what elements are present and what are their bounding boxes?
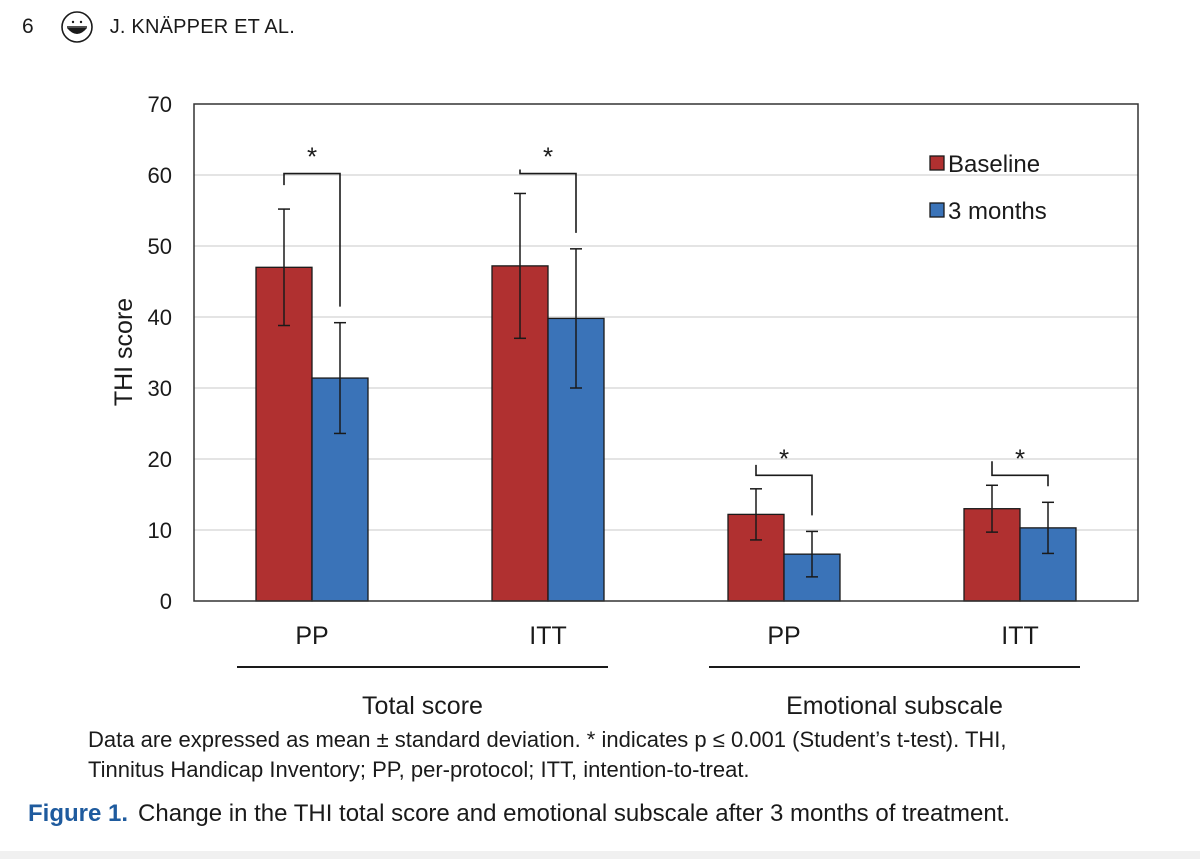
significance-bracket — [519, 169, 577, 233]
legend-swatch — [929, 155, 945, 171]
x-tick-label: ITT — [529, 622, 567, 650]
legend-label: Baseline — [948, 151, 1040, 178]
y-tick-label: 40 — [148, 305, 172, 330]
figure-note: Data are expressed as mean ± standard de… — [88, 725, 1148, 785]
figure-caption: Figure 1. Change in the THI total score a… — [28, 800, 1010, 828]
figure-caption-text: Change in the THI total score and emotio… — [138, 800, 1011, 827]
legend-label: 3 months — [948, 198, 1047, 225]
significance-bracket — [283, 172, 341, 307]
y-tick-label: 50 — [148, 234, 172, 259]
legend-swatch — [929, 202, 945, 218]
page-header: 6 J. KNÄPPER ET AL. — [22, 10, 295, 44]
running-head-authors: J. KNÄPPER ET AL. — [109, 15, 296, 38]
figure-note-line-1: Data are expressed as mean ± standard de… — [88, 727, 1007, 752]
x-tick-label: ITT — [1001, 622, 1039, 650]
significance-bracket — [991, 461, 1049, 487]
figure-caption-label: Figure 1. — [28, 800, 129, 827]
y-tick-label: 30 — [148, 376, 172, 401]
significance-bracket — [755, 464, 813, 516]
y-tick-label: 60 — [148, 163, 172, 188]
page-bottom-strip — [0, 851, 1200, 859]
page-number: 6 — [22, 15, 34, 38]
significance-marker: * — [779, 443, 789, 473]
y-tick-label: 0 — [160, 589, 172, 614]
plot-frame — [193, 103, 1139, 602]
significance-marker: * — [307, 142, 317, 172]
y-tick-label: 10 — [148, 518, 172, 543]
y-tick-label: 20 — [148, 447, 172, 472]
group-label: Total score — [362, 692, 483, 720]
significance-marker: * — [1015, 443, 1025, 473]
x-tick-label: PP — [295, 622, 328, 650]
figure-note-line-2: Tinnitus Handicap Inventory; PP, per-pro… — [88, 757, 750, 782]
y-tick-label: 70 — [148, 92, 172, 117]
x-tick-label: PP — [767, 622, 800, 650]
group-label: Emotional subscale — [786, 692, 1003, 720]
y-axis-label: THI score — [110, 298, 138, 406]
significance-marker: * — [543, 142, 553, 172]
journal-logo-icon — [60, 11, 93, 43]
thi-bar-chart: * * * * 0 10 20 30 40 50 60 70 THI score PP ITT PP IT… — [110, 92, 1139, 720]
